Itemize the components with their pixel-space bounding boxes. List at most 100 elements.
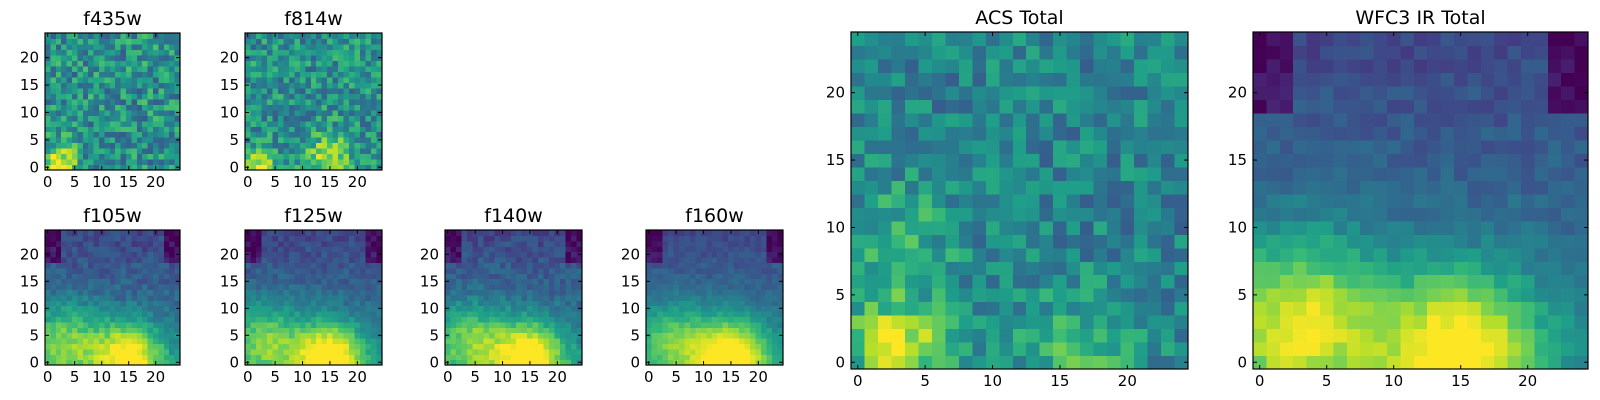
acs-total-cell	[972, 328, 987, 343]
f160w-cell	[656, 235, 664, 242]
wfc3-ir-total-cell	[1400, 166, 1415, 181]
f105w-cell	[82, 348, 89, 355]
f140w-cell	[461, 294, 468, 301]
acs-total-cell	[1026, 288, 1041, 303]
f160w-cell	[722, 235, 729, 242]
f435w-cell	[163, 109, 170, 116]
f125w-cell	[376, 294, 383, 301]
f125w-cell	[277, 316, 284, 323]
f160w-cell	[739, 230, 746, 236]
f140w-cell	[527, 273, 534, 280]
f105w-cell	[158, 251, 165, 258]
f814w-cell	[376, 98, 383, 105]
f125w-cell	[371, 316, 378, 323]
wfc3-ir-total-cell	[1427, 166, 1442, 181]
f160w-cell	[722, 332, 729, 339]
f105w-cell	[55, 240, 62, 247]
acs-total-cell	[1147, 153, 1162, 168]
f125w-cell	[371, 343, 378, 350]
f140w-cell	[510, 240, 517, 247]
f435w-cell	[88, 82, 95, 89]
acs-total-cell	[1134, 261, 1149, 276]
f125w-cell	[371, 284, 378, 290]
f814w-cell	[288, 126, 295, 133]
f105w-cell	[72, 305, 78, 312]
acs-total-cell	[958, 355, 973, 370]
f140w-cell	[554, 246, 561, 253]
f160w-cell	[755, 235, 762, 242]
f140w-cell	[494, 262, 501, 269]
f140w-cell	[516, 359, 523, 366]
f140w-cell	[455, 257, 463, 263]
f125w-cell	[266, 284, 273, 290]
acs-total-cell	[1161, 261, 1176, 276]
f140w-cell	[450, 305, 457, 312]
f814w-cell	[277, 104, 284, 111]
f125w-cell	[321, 354, 328, 361]
f125w-cell	[255, 235, 263, 242]
f435w-cell	[136, 87, 143, 94]
f105w-cell	[120, 359, 127, 366]
f105w-cell	[174, 300, 181, 307]
f814w-cell	[316, 60, 323, 67]
wfc3-ir-total-cell	[1480, 328, 1495, 343]
f140w-cell	[510, 321, 517, 328]
f105w-cell	[82, 246, 89, 253]
f814w-cell	[371, 115, 378, 122]
acs-total-cell	[851, 234, 866, 249]
f814w-cell	[376, 115, 383, 122]
acs-total-cell	[1066, 193, 1081, 208]
f140w-cell	[576, 284, 583, 290]
f435w-cell	[153, 82, 159, 89]
f140w-cell	[455, 246, 463, 253]
f160w-cell	[695, 338, 702, 344]
f435w-cell	[61, 49, 68, 56]
f160w-cell	[772, 343, 779, 350]
f160w-cell	[739, 348, 746, 355]
f160w-cell	[722, 321, 729, 328]
acs-total-cell	[1080, 72, 1095, 87]
f140w-cell	[565, 305, 572, 312]
f814w-cell	[327, 65, 334, 72]
f105w-cell	[163, 289, 170, 296]
f814w-cell	[349, 33, 356, 40]
f125w-cell	[365, 348, 372, 355]
f160w-cell	[744, 311, 751, 317]
f105w-cell	[66, 262, 73, 269]
f160w-cell	[700, 235, 707, 242]
f125w-cell	[365, 278, 372, 285]
acs-total-cell	[851, 85, 866, 100]
f435w-cell	[142, 82, 149, 89]
f125w-cell	[349, 273, 356, 280]
wfc3-ir-total-cell	[1333, 342, 1348, 357]
f160w-cell	[744, 235, 751, 242]
f125w-cell	[283, 251, 290, 258]
f160w-ytick-label: 15	[621, 272, 640, 290]
f140w-cell	[571, 289, 578, 296]
f160w-cell	[689, 354, 696, 361]
f435w-cell	[126, 98, 132, 105]
wfc3-ir-total-cell	[1534, 288, 1549, 303]
f160w-cell	[766, 300, 773, 307]
f125w-cell	[288, 338, 295, 344]
acs-total-cell	[985, 193, 1000, 208]
wfc3-ir-total-cell	[1494, 301, 1509, 316]
f125w-cell	[255, 294, 263, 301]
f814w-cell	[343, 76, 350, 83]
f435w-cell	[153, 38, 159, 45]
f435w-cell	[147, 120, 154, 127]
f140w-cell	[455, 235, 463, 242]
f160w-cell	[662, 359, 669, 366]
f140w-cell	[516, 300, 523, 307]
f435w-xtick-label: 20	[146, 173, 165, 191]
wfc3-ir-total-cell	[1467, 220, 1482, 235]
acs-total-ytick-label: 20	[826, 84, 845, 102]
f814w-cell	[294, 93, 301, 100]
f140w-cell	[527, 278, 534, 285]
f125w-cell	[283, 338, 290, 344]
f125w-cell	[349, 300, 356, 307]
f125w-cell	[316, 343, 323, 350]
f125w-cell	[245, 311, 252, 317]
f105w-cell	[88, 284, 95, 290]
f140w-cell	[576, 267, 583, 274]
